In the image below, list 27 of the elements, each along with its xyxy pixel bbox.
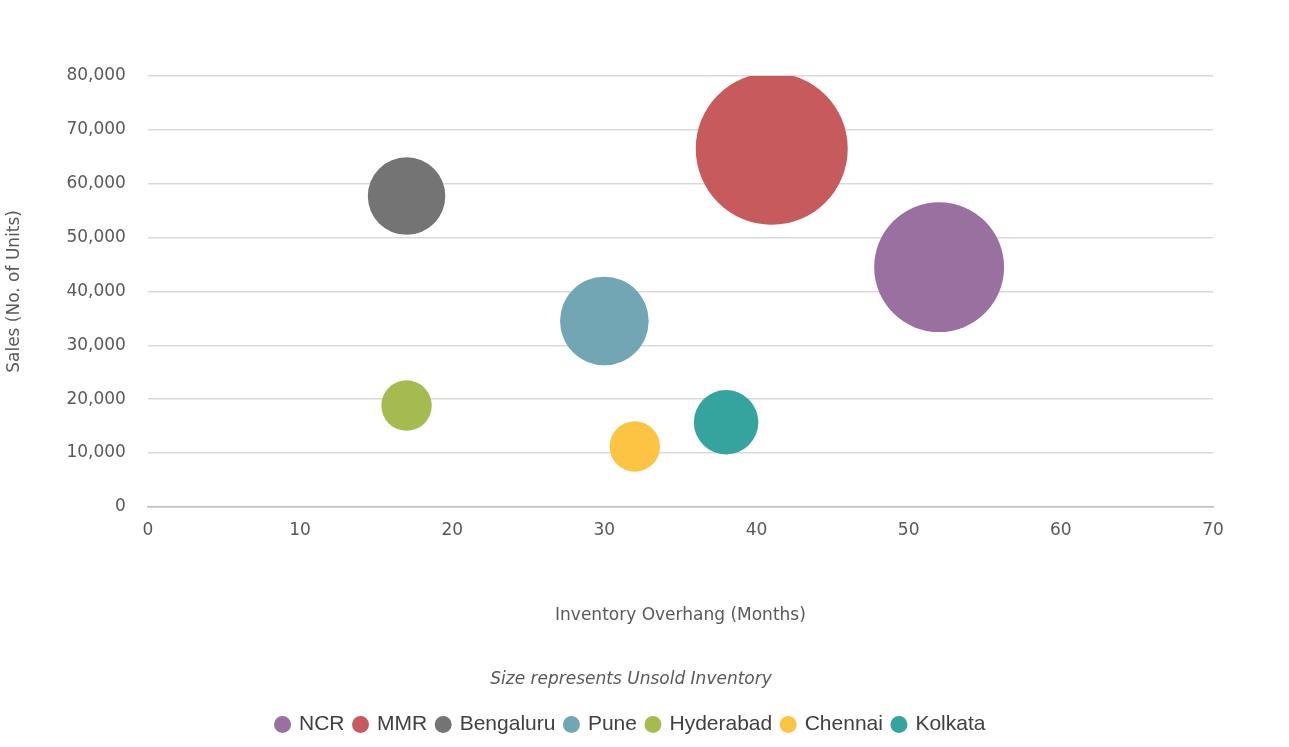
y-tick-label: 80,000 bbox=[66, 64, 126, 85]
legend-label: Chennai bbox=[804, 711, 883, 735]
y-tick-label: 0 bbox=[115, 495, 126, 516]
y-tick-label: 40,000 bbox=[66, 279, 126, 300]
x-tick-label: 60 bbox=[1050, 519, 1072, 540]
y-tick-label: 10,000 bbox=[66, 441, 126, 462]
y-tick-label: 60,000 bbox=[66, 172, 126, 193]
x-axis-title: Inventory Overhang (Months) bbox=[555, 603, 806, 624]
x-tick-label: 10 bbox=[289, 519, 311, 540]
y-tick-label: 20,000 bbox=[66, 387, 126, 408]
legend-label: Pune bbox=[587, 711, 637, 735]
x-tick-label: 70 bbox=[1202, 519, 1224, 540]
y-tick-label: 30,000 bbox=[66, 333, 126, 354]
x-tick-label: 50 bbox=[897, 519, 920, 540]
y-tick-label: 70,000 bbox=[66, 118, 126, 139]
x-tick-label: 40 bbox=[745, 519, 768, 540]
x-tick-label: 30 bbox=[593, 519, 616, 540]
text: Size represents Unsold Inventory bbox=[490, 668, 773, 689]
x-tick-label: 0 bbox=[142, 519, 154, 540]
legend-label: Bengaluru bbox=[459, 711, 556, 735]
y-tick-label: 50,000 bbox=[66, 225, 126, 246]
legend-label: NCR bbox=[299, 711, 345, 735]
y-axis-title: Sales (No. of Units) bbox=[2, 210, 23, 373]
legend-label: Hyderabad bbox=[669, 711, 773, 735]
legend-label: MMR bbox=[377, 711, 428, 735]
legend-label: Kolkata bbox=[915, 711, 986, 735]
x-tick-label: 20 bbox=[441, 519, 464, 540]
